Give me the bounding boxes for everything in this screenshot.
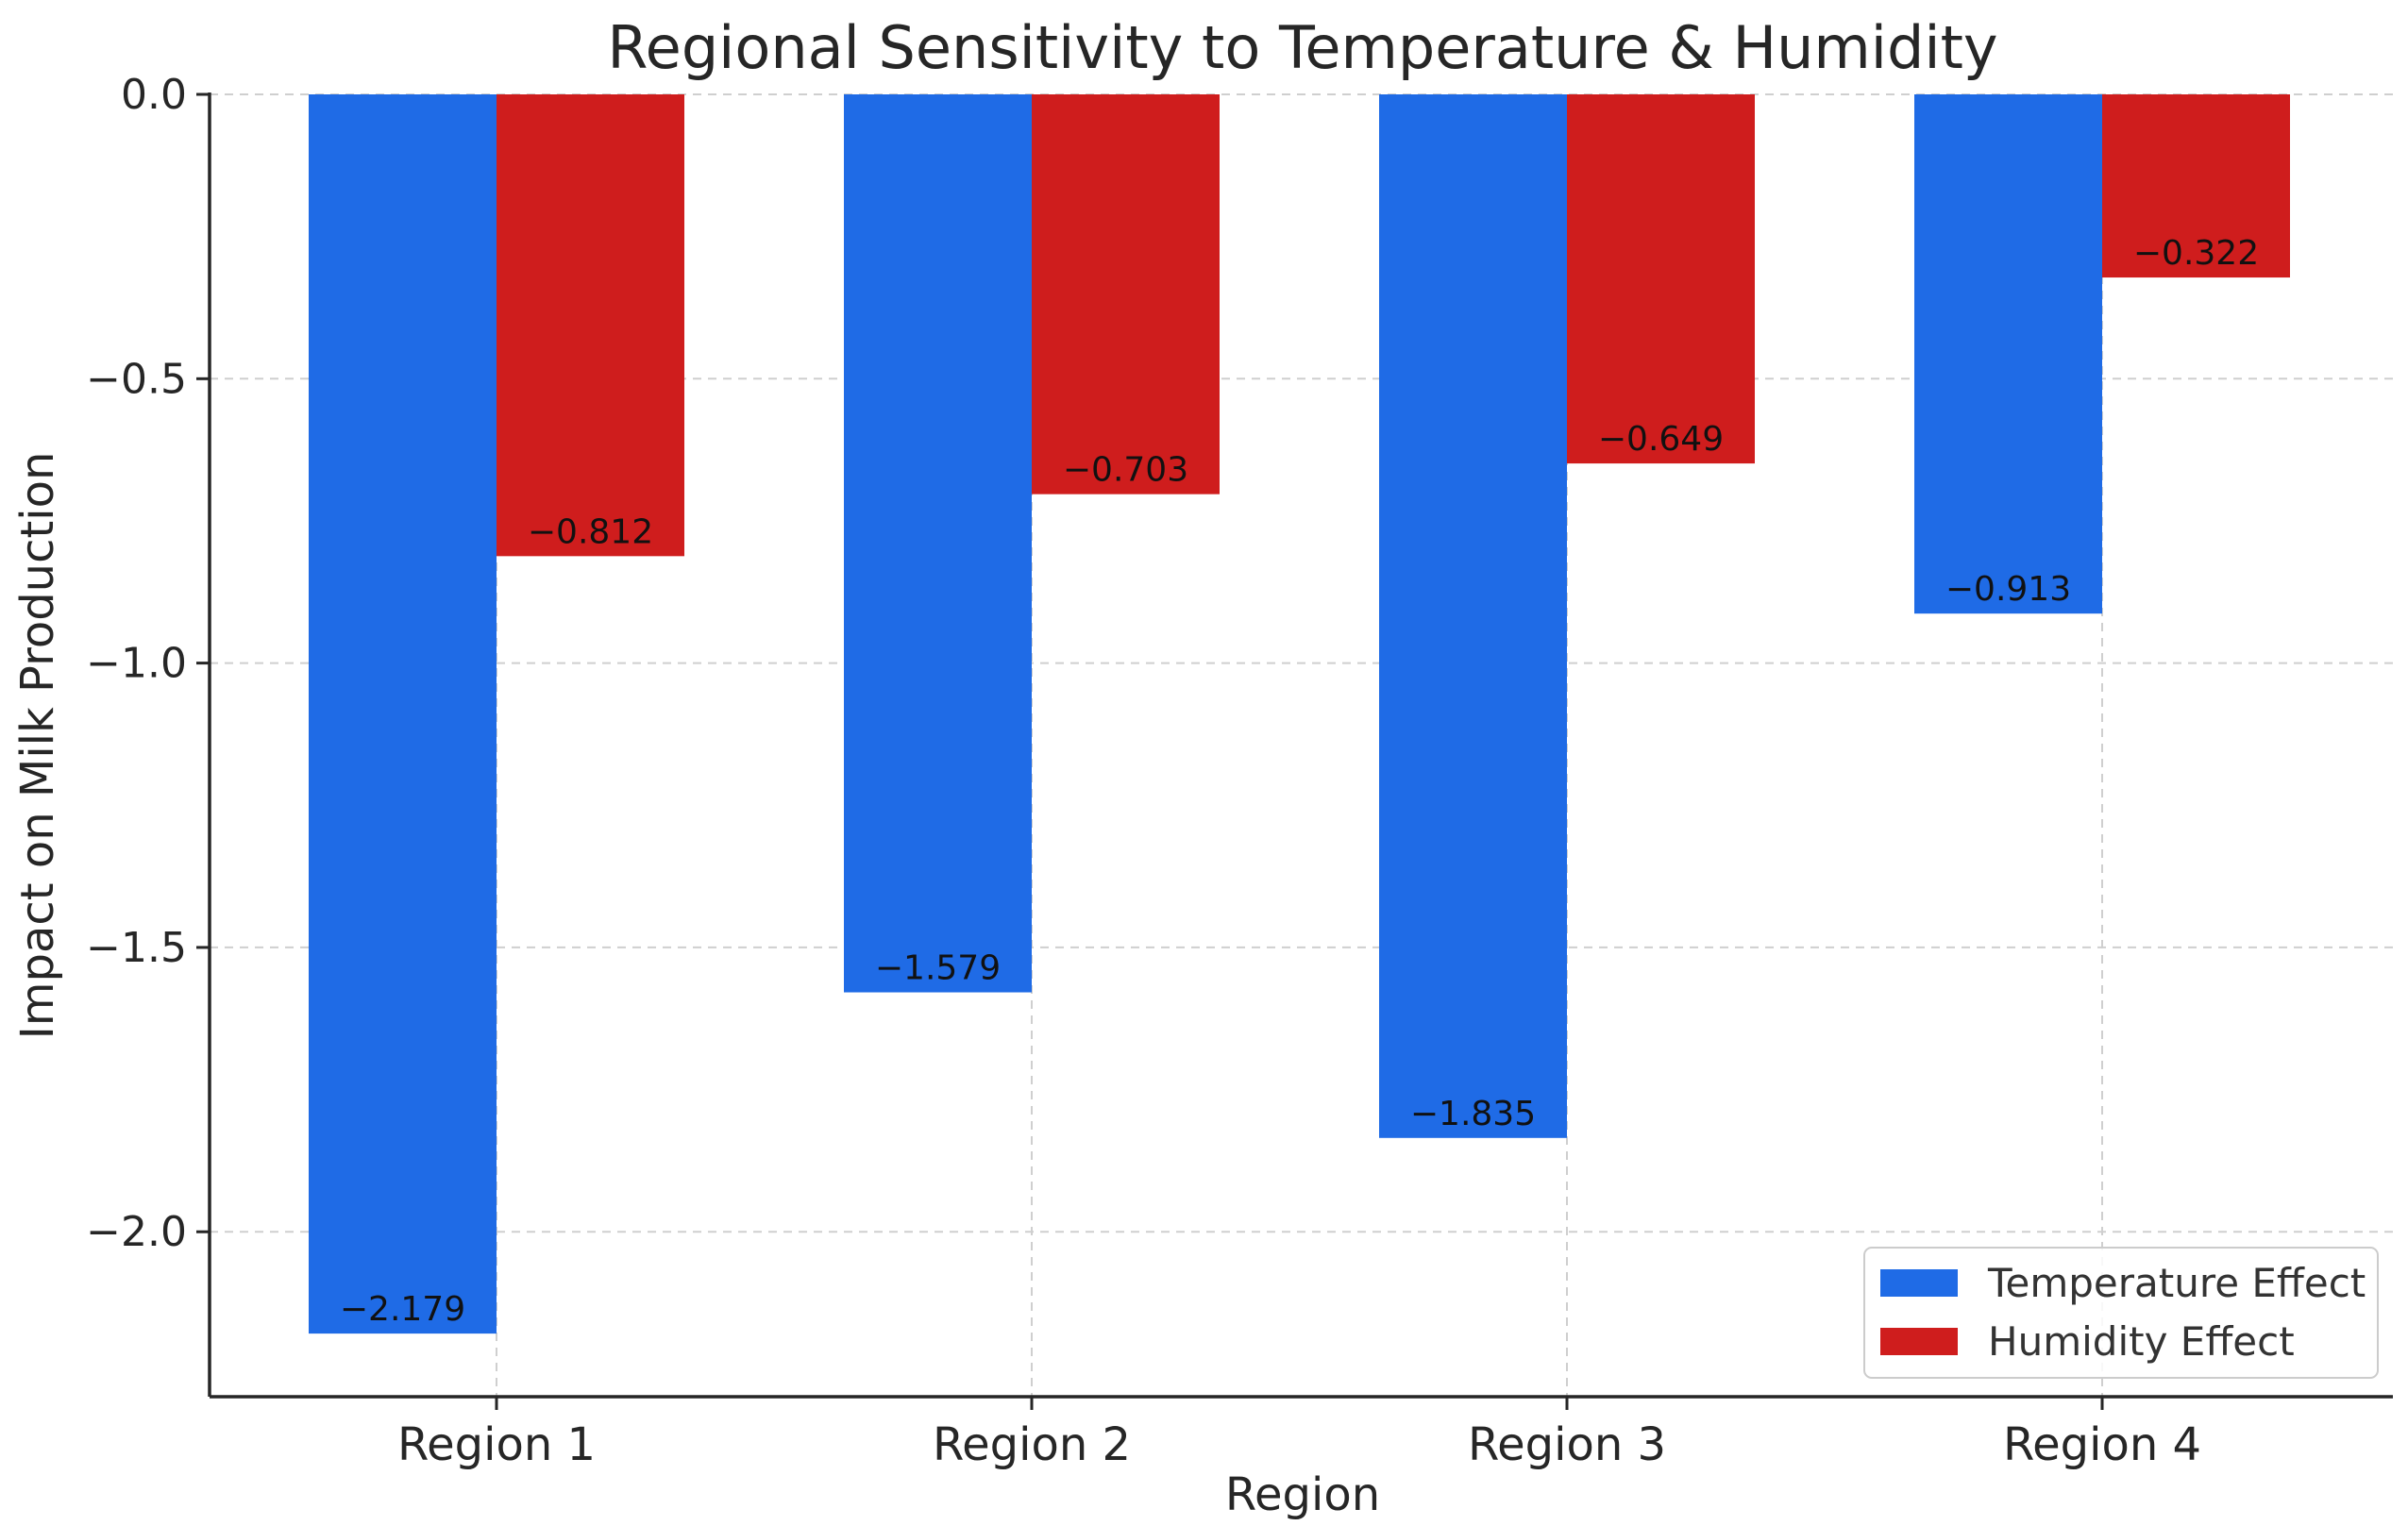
x-tick-label: Region 1 xyxy=(397,1418,596,1471)
data-label: −2.179 xyxy=(340,1290,465,1329)
y-tick-label: −1.0 xyxy=(86,640,187,688)
legend-box xyxy=(1863,1247,2379,1379)
data-label: −0.703 xyxy=(1063,451,1188,490)
x-tick-label: Region 2 xyxy=(933,1418,1131,1471)
axes-layer: 0.0 −0.5 −1.0 −1.5 −2.0 Region 1 Region 2 Regio… xyxy=(86,71,2393,1471)
bar-humidity xyxy=(497,94,684,557)
legend-label-humidity: Humidity Effect xyxy=(1988,1318,2295,1365)
legend-swatch-humidity xyxy=(1880,1328,1958,1355)
y-tick-label: −1.5 xyxy=(86,924,187,972)
y-tick-label: −0.5 xyxy=(86,355,187,403)
x-tick-label: Region 4 xyxy=(2003,1418,2201,1471)
bar-humidity xyxy=(1032,94,1220,495)
data-label: −1.835 xyxy=(1410,1095,1536,1133)
y-axis-label: Impact on Milk Production xyxy=(11,452,64,1040)
bars-layer xyxy=(309,94,2290,1334)
data-label: −0.913 xyxy=(1945,570,2071,609)
chart-title: Regional Sensitivity to Temperature & Hu… xyxy=(607,13,1997,82)
bar-temperature xyxy=(309,94,497,1334)
x-tick-label: Region 3 xyxy=(1468,1418,1666,1471)
data-label: −1.579 xyxy=(875,949,1001,988)
y-tick-label: 0.0 xyxy=(121,71,187,119)
legend: Temperature Effect Humidity Effect xyxy=(1863,1247,2379,1379)
bar-humidity xyxy=(1567,94,1755,464)
bar-temperature xyxy=(1379,94,1567,1138)
x-axis-label: Region xyxy=(1225,1468,1380,1521)
data-label: −0.322 xyxy=(2133,234,2259,273)
bar-temperature xyxy=(1914,94,2102,614)
legend-label-temperature: Temperature Effect xyxy=(1987,1260,2366,1306)
bar-humidity xyxy=(2102,94,2290,278)
y-tick-label: −2.0 xyxy=(86,1208,187,1256)
bar-temperature xyxy=(844,94,1032,993)
legend-swatch-temperature xyxy=(1880,1269,1958,1297)
data-label: −0.812 xyxy=(528,512,653,551)
data-label: −0.649 xyxy=(1598,420,1724,459)
data-labels-layer: −2.179 −1.579 −1.835 −0.913 −0.812 −0.703 −0.6… xyxy=(340,234,2259,1329)
